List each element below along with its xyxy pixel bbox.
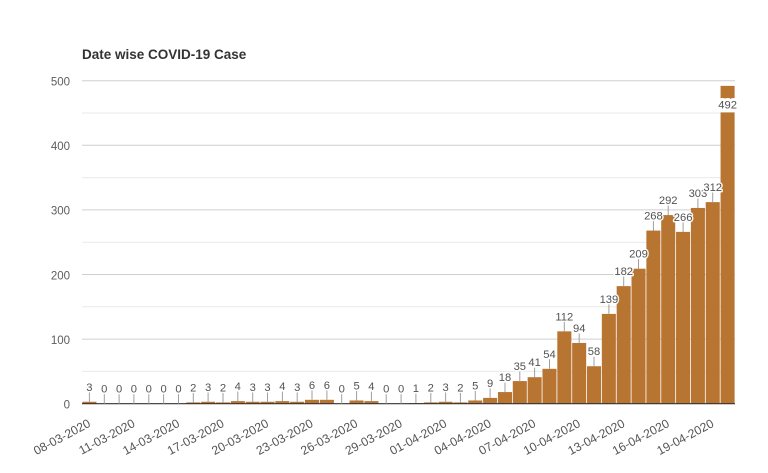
svg-text:6: 6 [309,380,315,392]
svg-text:94: 94 [573,323,585,335]
svg-text:94: 94 [573,323,585,335]
svg-text:Date wise COVID-19 Case: Date wise COVID-19 Case [82,47,247,62]
svg-text:3: 3 [250,382,256,394]
svg-text:266: 266 [674,212,693,224]
svg-text:3: 3 [264,382,270,394]
svg-text:3: 3 [294,382,300,394]
svg-text:5: 5 [353,381,359,393]
svg-text:3: 3 [86,382,92,394]
svg-text:0: 0 [131,384,137,396]
svg-text:35: 35 [514,361,526,373]
svg-text:41: 41 [528,357,540,369]
svg-text:5: 5 [353,381,359,393]
svg-text:266: 266 [674,212,693,224]
svg-text:0: 0 [116,384,122,396]
svg-text:18: 18 [499,372,511,384]
svg-text:100: 100 [51,335,70,347]
svg-text:0: 0 [160,384,166,396]
svg-text:3: 3 [250,382,256,394]
svg-text:182: 182 [614,266,633,278]
svg-text:268: 268 [644,211,663,223]
svg-text:3: 3 [442,382,448,394]
svg-text:0: 0 [101,384,107,396]
svg-text:209: 209 [629,249,648,261]
svg-text:41: 41 [528,357,540,369]
svg-text:500: 500 [51,77,70,89]
svg-text:112: 112 [555,311,573,323]
svg-text:6: 6 [309,380,315,392]
svg-text:292: 292 [659,195,678,207]
svg-text:4: 4 [235,381,241,393]
svg-text:312: 312 [703,182,722,194]
svg-text:139: 139 [600,294,619,306]
svg-text:4: 4 [368,381,374,393]
svg-text:4: 4 [279,381,285,393]
svg-text:0: 0 [339,384,345,396]
svg-text:3: 3 [205,382,211,394]
svg-text:0: 0 [383,384,389,396]
svg-text:6: 6 [324,380,330,392]
svg-text:58: 58 [588,346,600,358]
svg-text:0: 0 [339,384,345,396]
svg-text:303: 303 [689,188,708,200]
svg-text:0: 0 [146,384,152,396]
svg-text:3: 3 [442,382,448,394]
svg-text:0: 0 [398,384,404,396]
svg-text:2: 2 [457,382,463,394]
svg-text:303: 303 [689,188,708,200]
svg-text:0: 0 [160,384,166,396]
svg-text:0: 0 [175,384,181,396]
svg-text:4: 4 [368,381,374,393]
svg-text:182: 182 [614,266,633,278]
svg-text:312: 312 [703,182,722,194]
svg-text:139: 139 [600,294,619,306]
svg-text:3: 3 [294,382,300,394]
svg-text:3: 3 [205,382,211,394]
svg-text:2: 2 [190,382,196,394]
svg-text:268: 268 [644,211,663,223]
svg-text:4: 4 [279,381,285,393]
svg-text:112: 112 [555,311,573,323]
svg-text:9: 9 [487,378,493,390]
svg-text:0: 0 [175,384,181,396]
svg-text:492: 492 [718,100,737,112]
svg-text:58: 58 [588,346,600,358]
svg-text:0: 0 [146,384,152,396]
svg-text:300: 300 [51,206,70,218]
svg-text:2: 2 [190,382,196,394]
svg-text:0: 0 [101,384,107,396]
svg-text:2: 2 [428,382,434,394]
svg-text:0: 0 [64,400,70,412]
svg-text:54: 54 [543,349,555,361]
svg-text:1: 1 [413,383,419,395]
svg-text:4: 4 [235,381,241,393]
svg-text:2: 2 [220,382,226,394]
svg-text:400: 400 [51,141,70,153]
svg-text:0: 0 [131,384,137,396]
svg-text:54: 54 [543,349,555,361]
svg-text:209: 209 [629,249,648,261]
svg-text:3: 3 [86,382,92,394]
svg-text:6: 6 [324,380,330,392]
svg-text:0: 0 [383,384,389,396]
svg-text:1: 1 [413,383,419,395]
svg-text:35: 35 [514,361,526,373]
svg-text:2: 2 [220,382,226,394]
svg-text:3: 3 [264,382,270,394]
svg-text:5: 5 [472,381,478,393]
svg-text:18: 18 [499,372,511,384]
svg-text:0: 0 [116,384,122,396]
svg-text:5: 5 [472,381,478,393]
svg-text:9: 9 [487,378,493,390]
svg-text:292: 292 [659,195,678,207]
svg-text:2: 2 [428,382,434,394]
svg-text:0: 0 [398,384,404,396]
svg-text:2: 2 [457,382,463,394]
svg-text:200: 200 [51,270,70,282]
